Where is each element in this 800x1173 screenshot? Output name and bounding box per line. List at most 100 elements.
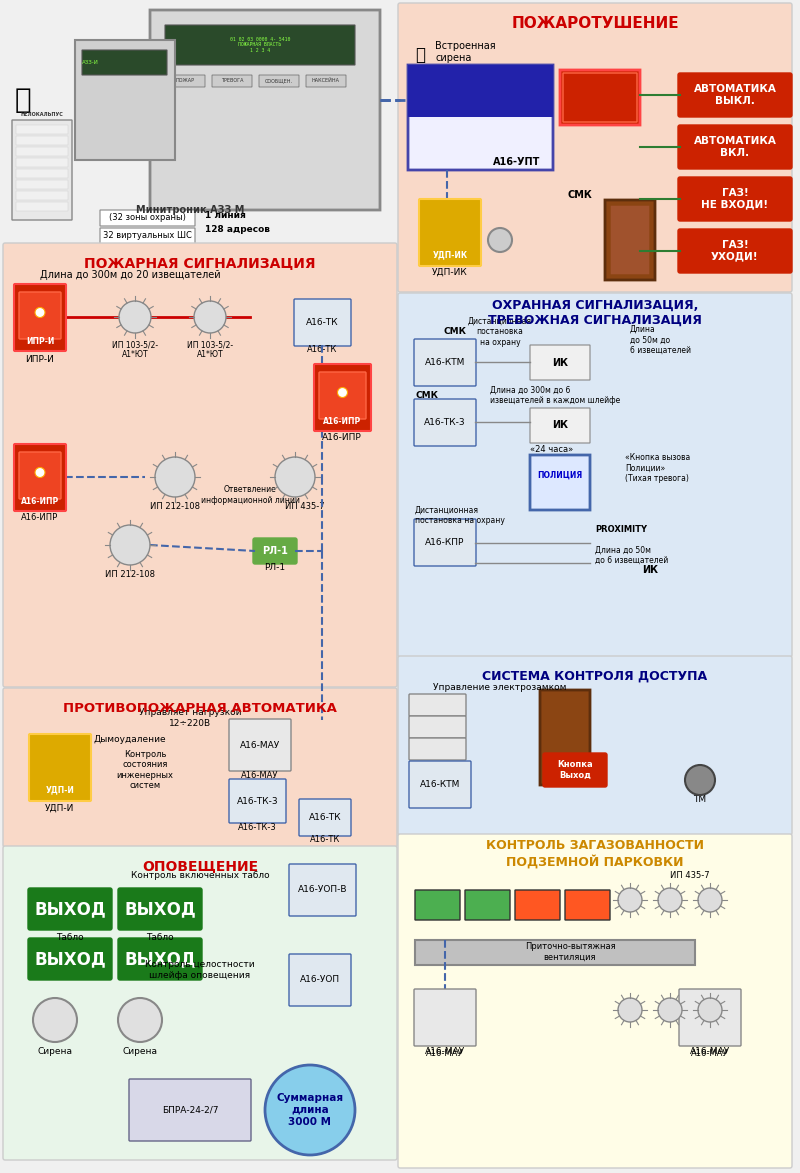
FancyBboxPatch shape bbox=[82, 50, 167, 75]
Circle shape bbox=[338, 387, 347, 398]
Text: УДП-И: УДП-И bbox=[46, 804, 74, 813]
Text: Ответвление
информационной линии: Ответвление информационной линии bbox=[201, 486, 299, 504]
FancyBboxPatch shape bbox=[540, 690, 590, 785]
Text: А16-ТК: А16-ТК bbox=[310, 835, 340, 845]
Text: КОНТРОЛЬ ЗАГАЗОВАННОСТИ
ПОДЗЕМНОЙ ПАРКОВКИ: КОНТРОЛЬ ЗАГАЗОВАННОСТИ ПОДЗЕМНОЙ ПАРКОВ… bbox=[486, 840, 704, 868]
Text: Управляет нагрузкой
12÷220В: Управляет нагрузкой 12÷220В bbox=[138, 708, 242, 727]
FancyBboxPatch shape bbox=[319, 372, 366, 419]
FancyBboxPatch shape bbox=[409, 716, 466, 738]
Text: Сирена: Сирена bbox=[38, 1047, 73, 1057]
FancyBboxPatch shape bbox=[129, 1079, 251, 1141]
FancyBboxPatch shape bbox=[530, 455, 590, 510]
Text: 🖥: 🖥 bbox=[15, 86, 32, 114]
FancyBboxPatch shape bbox=[398, 656, 792, 835]
Text: УДП-ИК: УДП-ИК bbox=[433, 251, 467, 259]
FancyBboxPatch shape bbox=[259, 75, 299, 87]
FancyBboxPatch shape bbox=[314, 364, 371, 430]
FancyBboxPatch shape bbox=[28, 938, 112, 979]
FancyBboxPatch shape bbox=[414, 989, 476, 1046]
Text: А16-ИПР: А16-ИПР bbox=[323, 418, 362, 427]
FancyBboxPatch shape bbox=[16, 147, 68, 156]
Circle shape bbox=[35, 468, 45, 477]
Text: Контроль целостности
шлейфа оповещения: Контроль целостности шлейфа оповещения bbox=[145, 961, 255, 979]
Text: А16-МАУ: А16-МАУ bbox=[240, 740, 280, 750]
Text: А16-ТК-3: А16-ТК-3 bbox=[424, 418, 466, 427]
Text: А16-ТК: А16-ТК bbox=[306, 318, 339, 327]
FancyBboxPatch shape bbox=[306, 75, 346, 87]
Circle shape bbox=[265, 1065, 355, 1155]
FancyBboxPatch shape bbox=[3, 689, 397, 847]
Text: ОПОВЕЩЕНИЕ: ОПОВЕЩЕНИЕ bbox=[142, 859, 258, 873]
Text: А16-ИПР: А16-ИПР bbox=[322, 433, 362, 441]
Text: А16-УОП-В: А16-УОП-В bbox=[298, 886, 347, 895]
Text: А16-КТМ: А16-КТМ bbox=[425, 358, 465, 367]
FancyBboxPatch shape bbox=[678, 177, 792, 221]
Circle shape bbox=[33, 998, 77, 1042]
FancyBboxPatch shape bbox=[16, 169, 68, 178]
Circle shape bbox=[155, 457, 195, 497]
Text: ПРОТИВОПОЖАРНАЯ АВТОМАТИКА: ПРОТИВОПОЖАРНАЯ АВТОМАТИКА bbox=[63, 701, 337, 714]
Text: ПОЖАР: ПОЖАР bbox=[175, 79, 194, 83]
Text: Минитроник АЗЗ М: Минитроник АЗЗ М bbox=[136, 205, 244, 215]
FancyBboxPatch shape bbox=[679, 989, 741, 1046]
FancyBboxPatch shape bbox=[543, 753, 607, 787]
Circle shape bbox=[110, 526, 150, 565]
FancyBboxPatch shape bbox=[409, 738, 466, 760]
Text: Управление электрозамком: Управление электрозамком bbox=[434, 684, 566, 692]
Text: ИПР-И: ИПР-И bbox=[26, 338, 54, 346]
FancyBboxPatch shape bbox=[14, 445, 66, 511]
FancyBboxPatch shape bbox=[229, 779, 286, 823]
Text: СИСТЕМА КОНТРОЛЯ ДОСТУПА: СИСТЕМА КОНТРОЛЯ ДОСТУПА bbox=[482, 670, 707, 683]
Text: Контроль
состояния
инженерных
систем: Контроль состояния инженерных систем bbox=[117, 750, 174, 791]
Circle shape bbox=[35, 307, 45, 318]
Text: А16-МАУ: А16-МАУ bbox=[425, 1047, 465, 1057]
FancyBboxPatch shape bbox=[0, 0, 800, 1173]
Text: ГАЗ!
НЕ ВХОДИ!: ГАЗ! НЕ ВХОДИ! bbox=[702, 188, 769, 210]
Text: 01 02 03 0000 4- 5410
ПОЖАРНАЯ ВЛАСТЬ
1 2 3 4: 01 02 03 0000 4- 5410 ПОЖАРНАЯ ВЛАСТЬ 1 … bbox=[230, 36, 290, 53]
FancyBboxPatch shape bbox=[100, 228, 195, 244]
Circle shape bbox=[194, 301, 226, 333]
Circle shape bbox=[118, 998, 162, 1042]
FancyBboxPatch shape bbox=[289, 954, 351, 1006]
Text: ИП 103-5/2-
А1*ЮТ: ИП 103-5/2- А1*ЮТ bbox=[187, 340, 233, 359]
Text: Длина
до 50м до
6 извещателей: Длина до 50м до 6 извещателей bbox=[630, 325, 691, 355]
FancyBboxPatch shape bbox=[16, 126, 68, 134]
Text: ИП 212-108: ИП 212-108 bbox=[105, 570, 155, 579]
FancyBboxPatch shape bbox=[563, 73, 637, 122]
FancyBboxPatch shape bbox=[29, 734, 91, 801]
Circle shape bbox=[658, 888, 682, 911]
FancyBboxPatch shape bbox=[515, 890, 560, 920]
FancyBboxPatch shape bbox=[415, 890, 460, 920]
Text: Длина до 300м до 6
извещателей в каждом шлейфе: Длина до 300м до 6 извещателей в каждом … bbox=[490, 385, 620, 405]
Text: Дистанционная
постановка на охрану: Дистанционная постановка на охрану bbox=[415, 506, 505, 524]
Text: А16-ТК: А16-ТК bbox=[309, 813, 342, 822]
FancyBboxPatch shape bbox=[16, 136, 68, 145]
FancyBboxPatch shape bbox=[398, 293, 792, 657]
Text: ИП 212-108: ИП 212-108 bbox=[150, 502, 200, 511]
Circle shape bbox=[658, 998, 682, 1022]
FancyBboxPatch shape bbox=[19, 452, 61, 499]
FancyBboxPatch shape bbox=[408, 65, 553, 170]
Text: А16-ИПР: А16-ИПР bbox=[21, 497, 59, 507]
Text: PROXIMITY: PROXIMITY bbox=[595, 526, 647, 535]
FancyBboxPatch shape bbox=[414, 399, 476, 446]
FancyBboxPatch shape bbox=[12, 120, 72, 221]
FancyBboxPatch shape bbox=[16, 179, 68, 189]
Text: СМК: СМК bbox=[443, 327, 466, 337]
Text: Табло: Табло bbox=[146, 934, 174, 942]
FancyBboxPatch shape bbox=[409, 761, 471, 808]
Text: СООБЩЕН.: СООБЩЕН. bbox=[265, 79, 293, 83]
Text: А16-КПР: А16-КПР bbox=[426, 538, 465, 547]
FancyBboxPatch shape bbox=[28, 888, 112, 930]
Text: 32 виртуальных ШС: 32 виртуальных ШС bbox=[102, 231, 191, 240]
FancyBboxPatch shape bbox=[414, 518, 476, 567]
Text: Контроль включенных табло: Контроль включенных табло bbox=[130, 872, 270, 881]
FancyBboxPatch shape bbox=[530, 345, 590, 380]
FancyBboxPatch shape bbox=[165, 75, 205, 87]
FancyBboxPatch shape bbox=[678, 229, 792, 273]
Circle shape bbox=[119, 301, 151, 333]
Text: Длина до 300м до 20 извещателей: Длина до 300м до 20 извещателей bbox=[40, 270, 220, 280]
Circle shape bbox=[618, 888, 642, 911]
Circle shape bbox=[698, 888, 722, 911]
Text: ИК: ИК bbox=[552, 420, 568, 430]
